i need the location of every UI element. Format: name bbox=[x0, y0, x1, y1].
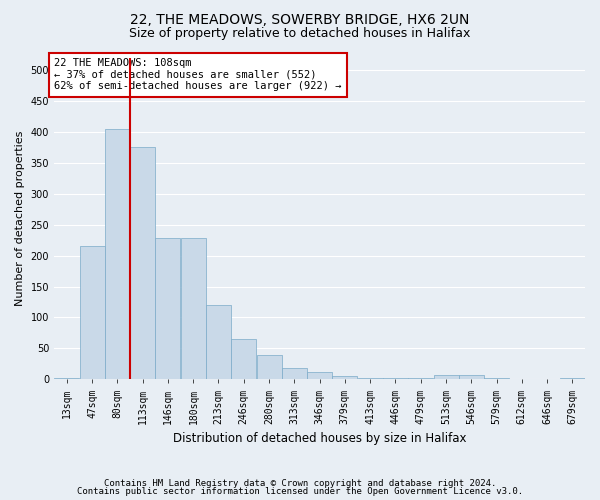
Bar bbox=[459, 375, 484, 380]
Bar bbox=[509, 379, 534, 380]
Bar bbox=[434, 375, 459, 380]
Bar bbox=[54, 378, 79, 380]
X-axis label: Distribution of detached houses by size in Halifax: Distribution of detached houses by size … bbox=[173, 432, 466, 445]
Bar bbox=[257, 354, 282, 380]
Bar bbox=[560, 378, 585, 380]
Bar bbox=[307, 372, 332, 380]
Bar bbox=[105, 128, 130, 380]
Text: Contains public sector information licensed under the Open Government Licence v3: Contains public sector information licen… bbox=[77, 487, 523, 496]
Bar bbox=[206, 305, 231, 380]
Bar bbox=[155, 238, 180, 380]
Bar bbox=[282, 368, 307, 380]
Bar bbox=[408, 378, 433, 380]
Bar bbox=[181, 238, 206, 380]
Y-axis label: Number of detached properties: Number of detached properties bbox=[15, 131, 25, 306]
Bar bbox=[383, 378, 408, 380]
Text: Size of property relative to detached houses in Halifax: Size of property relative to detached ho… bbox=[130, 28, 470, 40]
Bar bbox=[231, 339, 256, 380]
Text: 22, THE MEADOWS, SOWERBY BRIDGE, HX6 2UN: 22, THE MEADOWS, SOWERBY BRIDGE, HX6 2UN bbox=[130, 12, 470, 26]
Bar bbox=[332, 376, 357, 380]
Bar bbox=[484, 378, 509, 380]
Bar bbox=[358, 378, 383, 380]
Text: 22 THE MEADOWS: 108sqm
← 37% of detached houses are smaller (552)
62% of semi-de: 22 THE MEADOWS: 108sqm ← 37% of detached… bbox=[54, 58, 341, 92]
Bar bbox=[80, 246, 105, 380]
Text: Contains HM Land Registry data © Crown copyright and database right 2024.: Contains HM Land Registry data © Crown c… bbox=[104, 478, 496, 488]
Bar bbox=[535, 379, 560, 380]
Bar bbox=[130, 148, 155, 380]
